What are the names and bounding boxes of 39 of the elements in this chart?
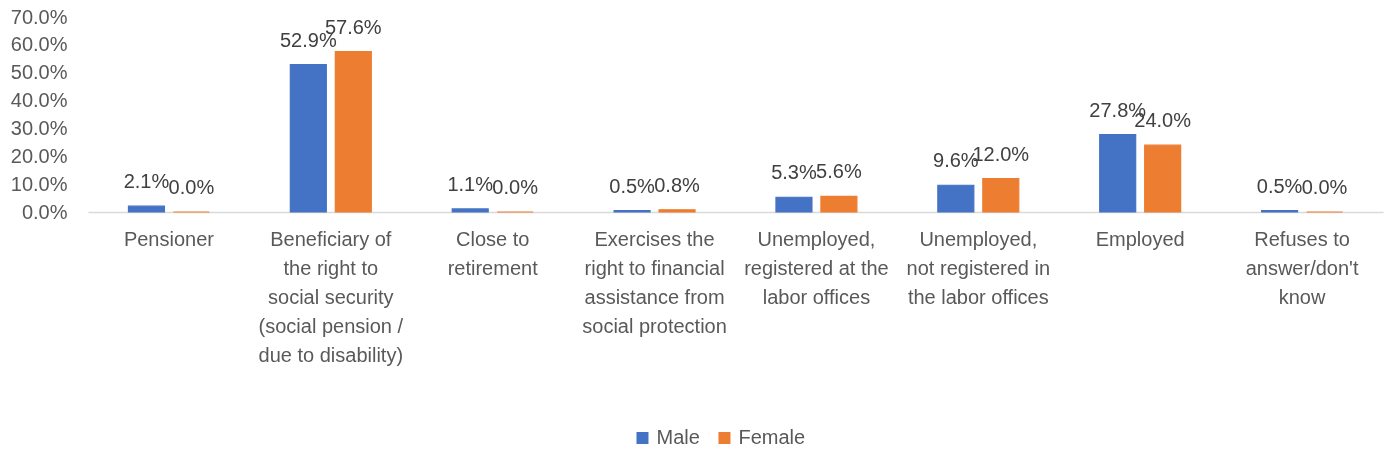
y-tick-label: 30.0% [10, 116, 68, 139]
bar [127, 205, 166, 213]
x-tick-label: Exercises the right to financial assistance from social protection [582, 227, 727, 337]
data-label: 5.6% [816, 160, 862, 183]
x-tick-label: Unemployed, registered at the labor offices [744, 227, 889, 308]
y-tick-label: 70.0% [10, 5, 68, 28]
x-tick-label: Beneficiary of the right to social security (social pension / due to disability) [258, 227, 404, 366]
bar [1099, 133, 1137, 213]
data-label: 0.5% [1256, 174, 1303, 197]
data-label: 0.0% [1301, 176, 1348, 198]
y-tick-label: 60.0% [10, 33, 68, 56]
bar [334, 50, 372, 213]
bar [658, 209, 696, 213]
data-label: 2.1% [123, 170, 170, 193]
data-label: 0.8% [654, 173, 701, 196]
x-tick-label: Unemployed, not registered in the labor offices [906, 227, 1051, 308]
bar [982, 177, 1020, 213]
x-tick-label: Pensioner [123, 227, 215, 250]
bar [1144, 144, 1182, 213]
y-tick-label: 10.0% [10, 172, 68, 195]
y-tick-label: 40.0% [10, 89, 68, 112]
data-label: 0.5% [609, 174, 656, 197]
data-label: 0.0% [492, 176, 539, 198]
data-label: 5.3% [771, 161, 817, 184]
x-tick-label: Employed [1095, 227, 1185, 250]
y-tick-label: 50.0% [10, 61, 68, 84]
legend-label: Female [738, 426, 806, 448]
bar [820, 195, 858, 213]
x-tick-label: Refuses to answer/don't know [1245, 227, 1359, 308]
data-label: 1.1% [447, 172, 494, 195]
legend-label: Male [656, 426, 700, 448]
data-label: 0.0% [168, 176, 215, 198]
y-tick-label: 20.0% [10, 144, 68, 167]
y-tick-label: 0.0% [21, 200, 68, 223]
bar [289, 64, 327, 213]
bar [451, 208, 489, 213]
x-tick-label: Close to retirement [447, 227, 539, 279]
bar [937, 184, 975, 213]
bar [775, 196, 813, 213]
